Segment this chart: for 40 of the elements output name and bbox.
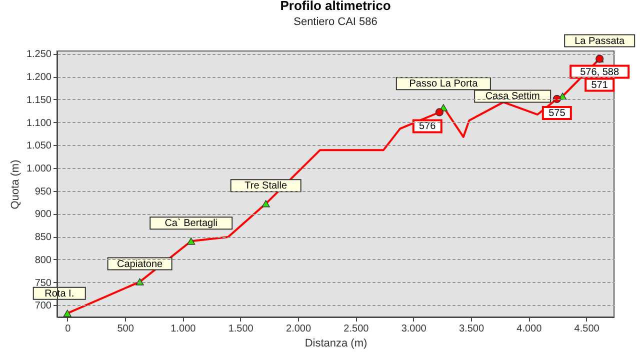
x-tick-label: 500 — [117, 324, 134, 334]
y-tick-label: 1.100 — [26, 118, 52, 129]
point — [136, 278, 144, 286]
point — [187, 238, 196, 245]
annotation: Capiatone — [117, 258, 164, 270]
annotation: 576, 588 — [580, 66, 620, 78]
annotation: 571 — [591, 80, 608, 91]
y-tick-label: 800 — [34, 254, 52, 266]
chart-subtitle: Sentiero CAI 586 — [294, 16, 378, 28]
annotation: 575 — [548, 108, 566, 119]
x-tick-label: 3.000 — [401, 324, 427, 334]
y-tick-label: 750 — [34, 278, 52, 289]
x-tick-label: 3.500 — [458, 324, 484, 334]
annotation: Ca` Bertagli — [164, 218, 218, 230]
x-tick-label: 2.000 — [286, 324, 312, 334]
annotation: Passo La Porta — [409, 78, 478, 90]
chart-title: Profilo altimetrico — [280, 0, 391, 13]
y-tick-label: 1.250 — [26, 49, 52, 60]
annotation: Tre Stalle — [244, 180, 288, 192]
x-tick-label: 1.000 — [170, 324, 196, 334]
y-tick-label: 1.200 — [26, 72, 52, 84]
x-tick-label: 2.500 — [344, 324, 370, 334]
x-tick-label: 1.500 — [228, 324, 254, 334]
y-tick-label: 1.000 — [26, 164, 52, 175]
y-tick-label: 1.150 — [26, 94, 52, 106]
point — [262, 200, 270, 208]
y-tick-label: 850 — [34, 232, 52, 244]
y-tick-label: 950 — [34, 186, 52, 198]
annotation: La Passata — [574, 36, 626, 47]
y-tick-label: 900 — [34, 209, 52, 220]
y-axis-title: Quota (m) — [9, 160, 22, 210]
y-tick-label: 700 — [34, 300, 52, 312]
x-tick-label: 0 — [65, 324, 72, 334]
x-tick-label: 4.000 — [516, 324, 542, 334]
annotation: Casa Settim — [485, 91, 540, 102]
x-tick-label: 4.500 — [574, 324, 600, 334]
point — [435, 108, 444, 116]
y-tick-label: 1.050 — [26, 140, 52, 152]
point — [63, 310, 72, 317]
x-axis-title: Distanza (m) — [304, 338, 368, 350]
